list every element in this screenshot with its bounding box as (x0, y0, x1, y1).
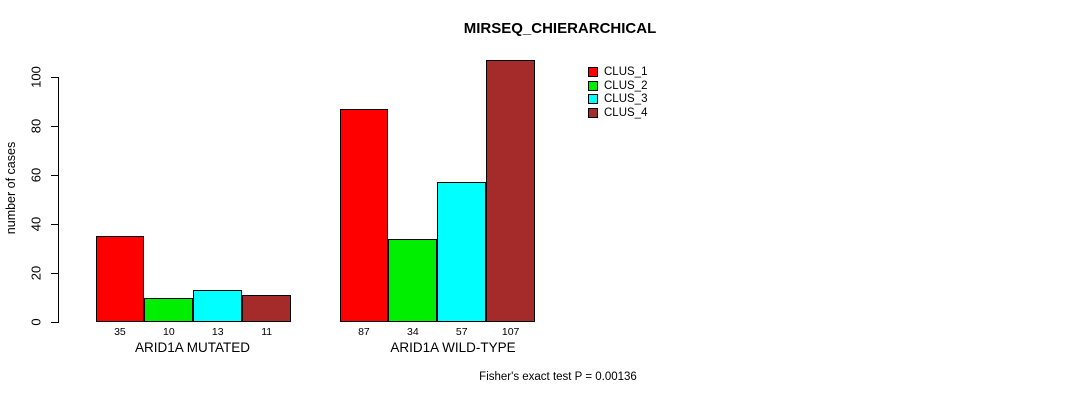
y-tick-label: 20 (28, 265, 44, 281)
y-tick-label: 80 (28, 118, 44, 134)
legend-swatch-icon (588, 80, 598, 91)
legend-item-clus_1: CLUS_1 (588, 66, 647, 78)
y-tick-mark (51, 77, 58, 78)
chart-title: MIRSEQ_CHIERARCHICAL (463, 20, 657, 37)
y-tick-label: 40 (28, 216, 44, 232)
bar-value-label: 11 (261, 326, 273, 338)
bar-clus_1-group2 (339, 108, 389, 322)
y-axis-title: number of cases (4, 141, 18, 235)
x-category-label: ARID1A WILD-TYPE (390, 340, 516, 355)
legend-label: CLUS_1 (604, 66, 648, 78)
y-tick-label: 0 (28, 318, 44, 326)
bar-value-label: 34 (407, 326, 419, 338)
legend-swatch-icon (588, 108, 598, 119)
bar-value-label: 35 (114, 326, 126, 338)
legend-swatch-icon (588, 67, 598, 77)
legend-item-clus_3: CLUS_3 (588, 93, 647, 105)
bar-value-label: 87 (358, 326, 370, 338)
legend-item-clus_4: CLUS_4 (588, 107, 647, 119)
y-axis-line (58, 77, 59, 323)
bar-clus_2-group2 (388, 238, 438, 322)
y-tick-mark (51, 126, 58, 127)
bar-clus_3-group1 (193, 290, 243, 322)
bar-clus_3-group2 (437, 182, 487, 322)
y-tick-mark (51, 224, 58, 225)
fisher-test-annotation: Fisher's exact test P = 0.00136 (479, 371, 637, 383)
legend-item-clus_2: CLUS_2 (588, 80, 647, 92)
bar-clus_1-group1 (95, 236, 145, 322)
bar-clus_4-group2 (486, 59, 536, 322)
y-tick-mark (51, 175, 58, 176)
bar-value-label: 13 (211, 326, 224, 338)
bar-value-label: 57 (455, 326, 468, 338)
y-tick-label: 60 (28, 167, 44, 183)
bar-value-label: 107 (501, 326, 520, 338)
y-tick-mark (51, 273, 58, 274)
bar-clus_4-group1 (242, 295, 292, 322)
bar-value-label: 10 (163, 326, 175, 338)
y-tick-label: 100 (28, 66, 44, 88)
bar-clus_2-group1 (144, 297, 194, 322)
y-tick-mark (51, 322, 58, 323)
legend-label: CLUS_4 (604, 107, 648, 120)
legend-label: CLUS_2 (604, 79, 648, 92)
legend-swatch-icon (588, 94, 598, 105)
legend-label: CLUS_3 (604, 93, 648, 106)
x-category-label: ARID1A MUTATED (134, 340, 251, 355)
